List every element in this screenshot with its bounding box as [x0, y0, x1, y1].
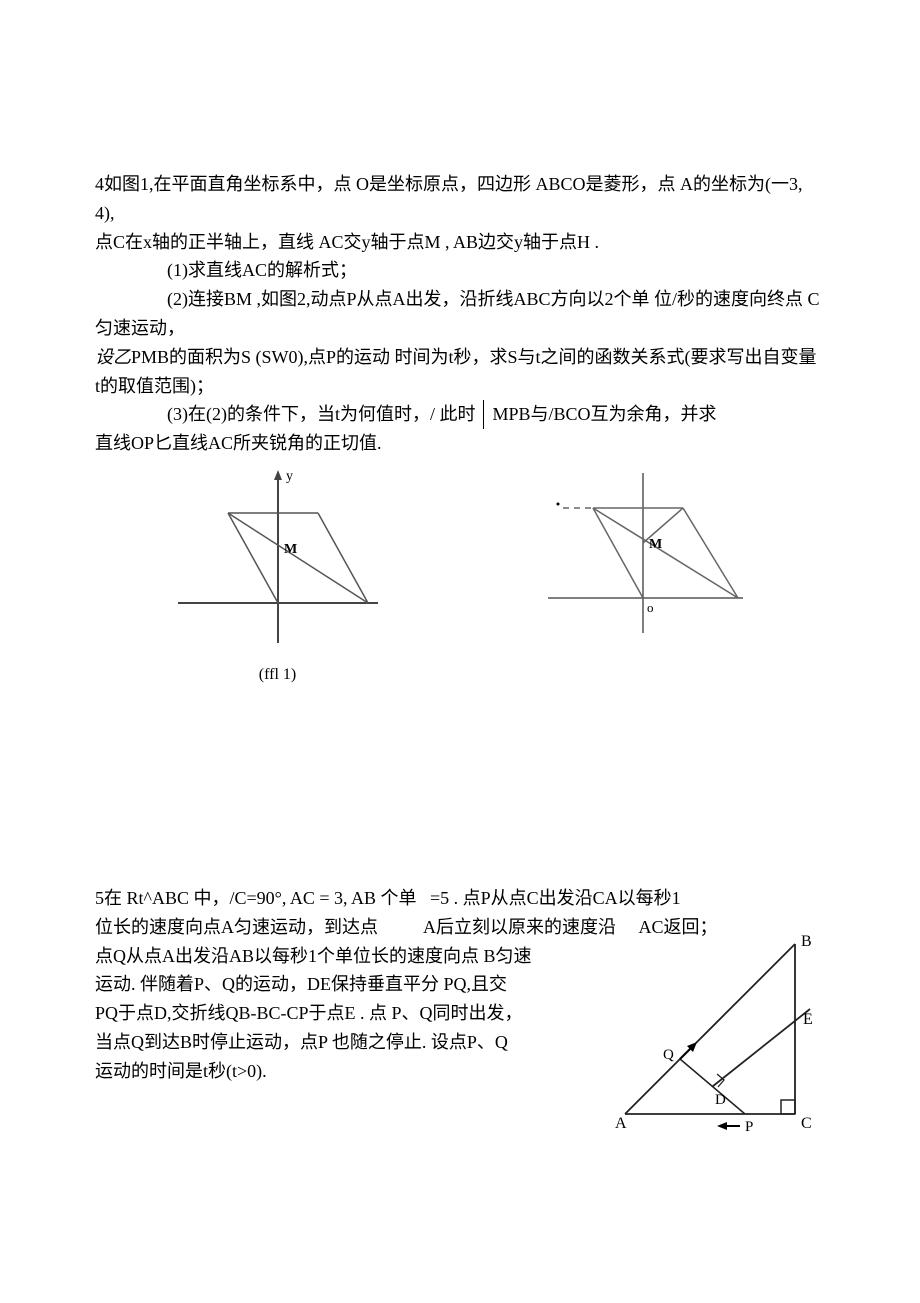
p4-q2a: (2)连接BM ,如图2,动点P从点A出发，沿折线ABC方向以2个单 位/秒的速…	[95, 289, 820, 338]
p4-q3c: 直线OP匕直线AC所夹锐角的正切值.	[95, 429, 825, 458]
p5-l1a: 5在 Rt^ABC 中，/C=90°, AC = 3, AB 个单	[95, 888, 417, 908]
p5-line5: PQ于点D,交折线QB-BC-CP于点E . 点 P、Q同时出发，	[95, 999, 575, 1028]
p4-q1: (1)求直线AC的解析式；	[95, 256, 825, 285]
fig1-label-y: y	[286, 469, 293, 484]
p4-q3b: MPB与/BCO互为余角，并求	[492, 400, 825, 429]
p4-q2-line1: (2)连接BM ,如图2,动点P从点A出发，沿折线ABC方向以2个单 位/秒的速…	[95, 285, 825, 343]
fig2-label-m: M	[649, 537, 662, 552]
p4-line2: 点C在x轴的正半轴上，直线 AC交y轴于点M , AB边交y轴于点H .	[95, 228, 825, 257]
p4-figure1-wrap: y M (ffl 1)	[168, 468, 388, 684]
p4-q2-line2: 设乙PMB的面积为S (SW0),点P的运动 时间为t秒，求S与t之间的函数关系…	[95, 343, 825, 401]
fig2-label-o: o	[647, 600, 654, 615]
fig5-label-b: B	[801, 933, 812, 950]
fig5-label-q: Q	[663, 1047, 674, 1063]
p5-line6: 当点Q到达B时停止运动，点P 也随之停止. 设点P、Q	[95, 1028, 575, 1057]
p4-q3a: (3)在(2)的条件下，当t为何值时，/ 此时	[95, 400, 475, 429]
fig5-label-a: A	[615, 1115, 627, 1132]
p4-figure1: y M	[168, 468, 388, 648]
fig5-label-d: D	[715, 1092, 726, 1108]
p4-figure2-wrap: M o	[533, 468, 753, 684]
p5-figure-wrap: A B C Q P D E	[605, 924, 825, 1134]
p5-l2a: 位长的速度向点A匀速运动，到达点	[95, 917, 378, 937]
fig5-label-p: P	[745, 1119, 753, 1134]
fig5-label-e: E	[803, 1011, 813, 1028]
p5-line7: 运动的时间是t秒(t>0).	[95, 1057, 575, 1086]
p4-q2c: PMB的面积为S (SW0),点P的运动 时间为t秒，求S与t之间的函数关系式(…	[95, 347, 817, 396]
p5-line1: 5在 Rt^ABC 中，/C=90°, AC = 3, AB 个单 =5 . 点…	[95, 884, 825, 913]
p4-line1: 4如图1,在平面直角坐标系中，点 O是坐标原点，四边形 ABCO是菱形，点 A的…	[95, 170, 825, 228]
p4-fig1-caption: (ffl 1)	[259, 666, 296, 684]
p5-block: 5在 Rt^ABC 中，/C=90°, AC = 3, AB 个单 =5 . 点…	[95, 884, 825, 1086]
p5-l1b: =5 . 点P从点C出发沿CA以每秒1	[430, 888, 681, 908]
fig5-label-c: C	[801, 1115, 812, 1132]
p5-line4: 运动. 伴随着P、Q的运动，DE保持垂直平分 PQ,且交	[95, 970, 575, 999]
p4-q3-row: (3)在(2)的条件下，当t为何值时，/ 此时 MPB与/BCO互为余角，并求	[95, 400, 825, 429]
p4-figure2: M o	[533, 468, 753, 638]
p5-line3: 点Q从点A出发沿AB以每秒1个单位长的速度向点 B匀速	[95, 942, 575, 971]
p4-q2b-italic: 设乙	[95, 347, 131, 367]
fig1-label-m: M	[284, 542, 297, 557]
p4-figures-row: y M (ffl 1)	[95, 468, 825, 684]
p5-figure: A B C Q P D E	[605, 924, 825, 1134]
p5-l2b: A后立刻以原来的速度沿	[423, 917, 616, 937]
